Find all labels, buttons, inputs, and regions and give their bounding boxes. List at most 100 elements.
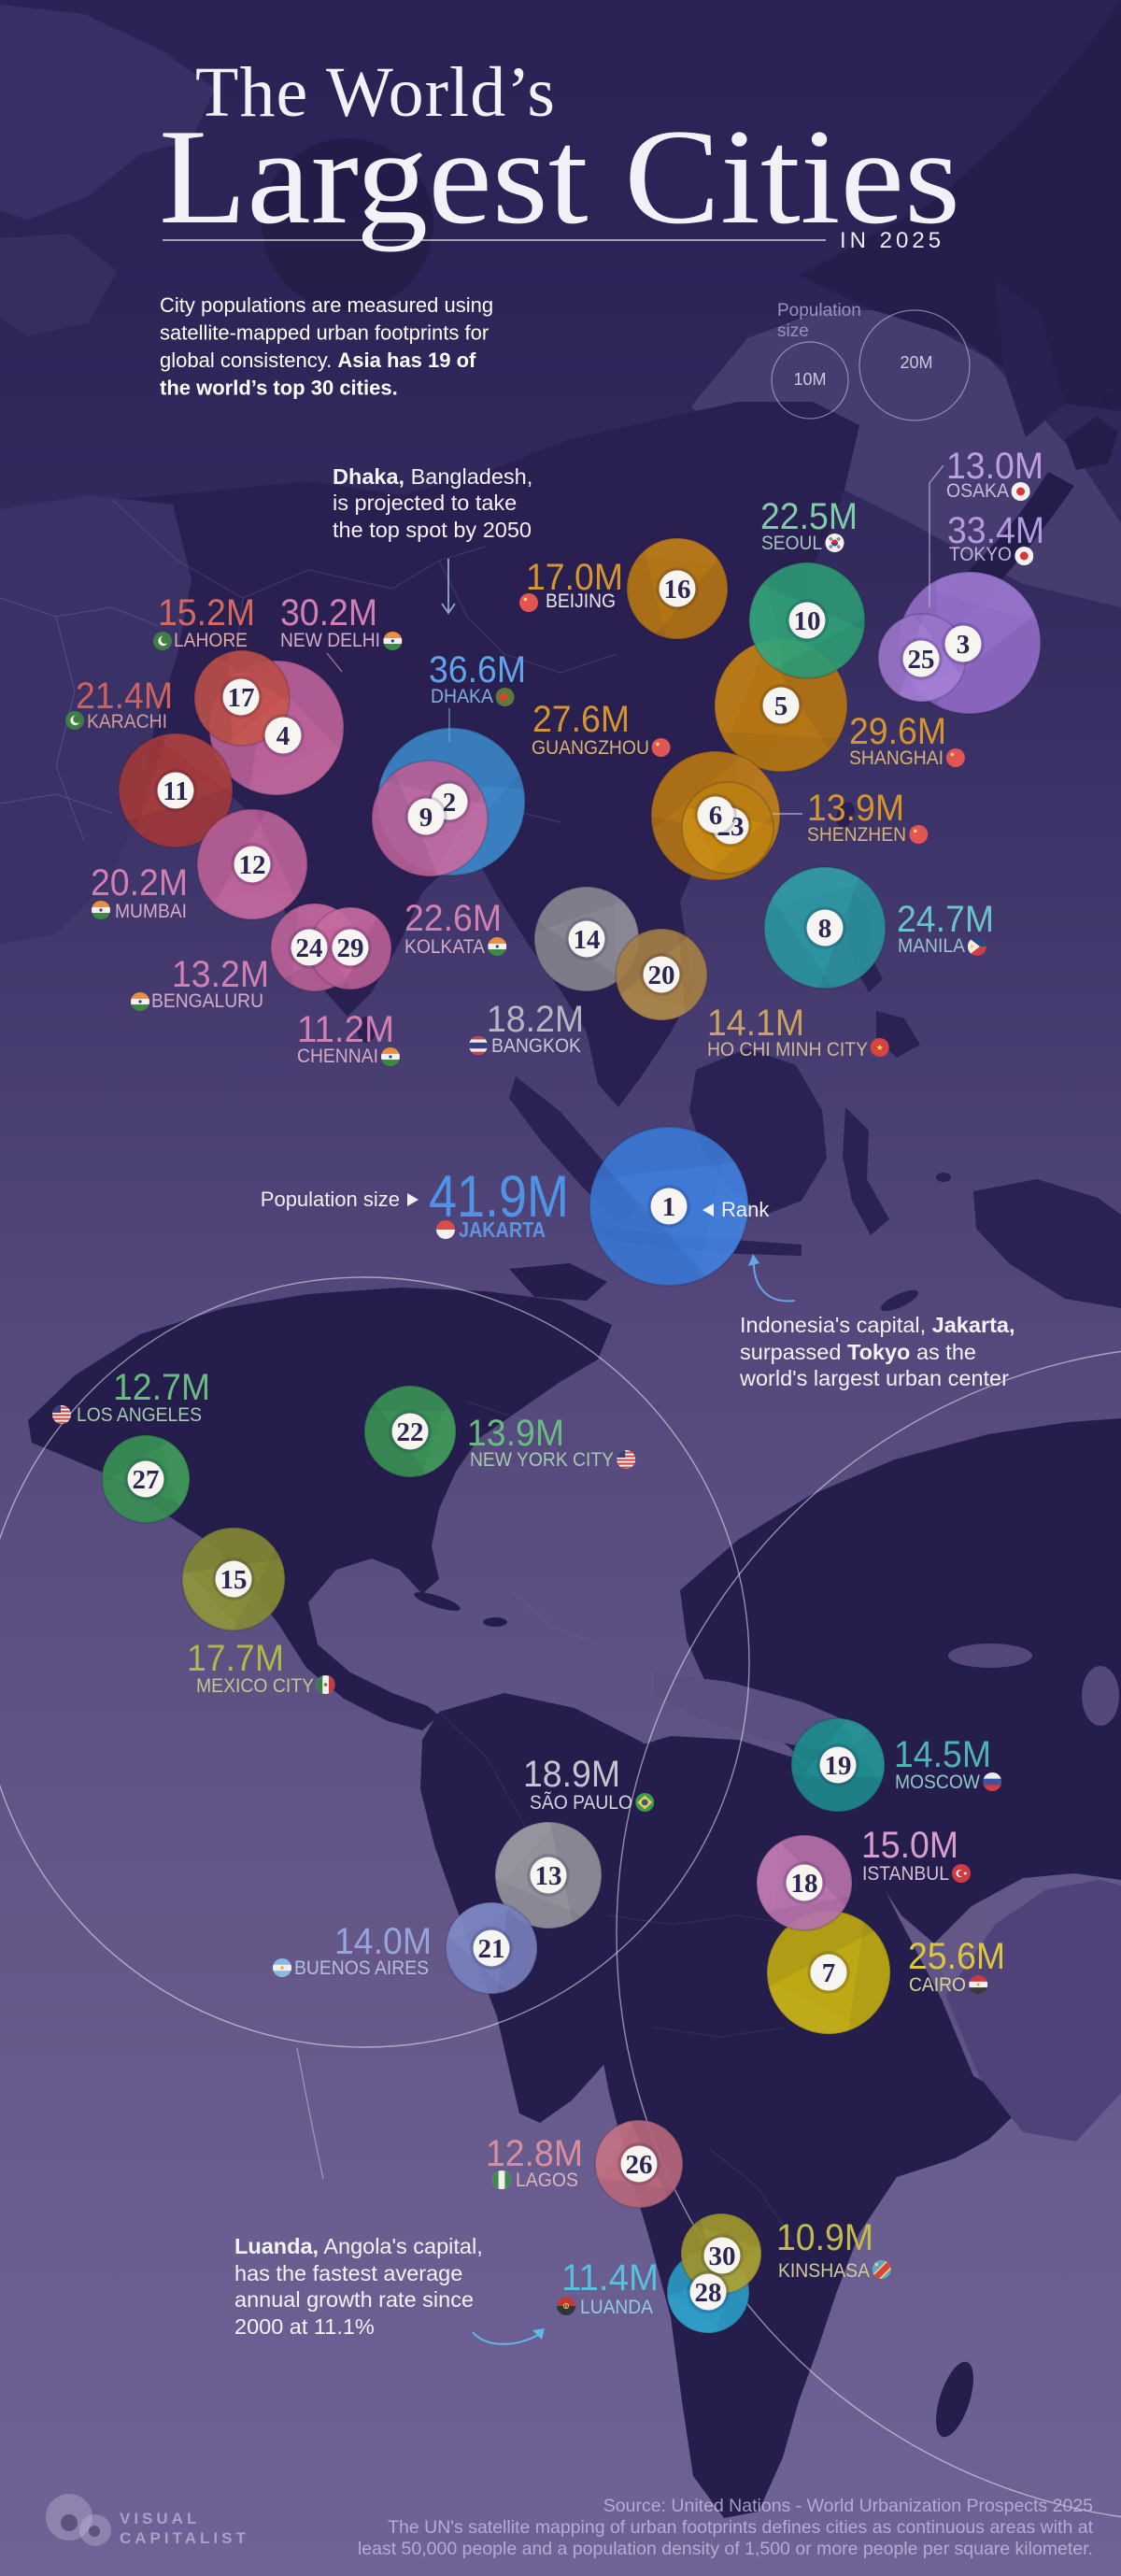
svg-text:BUENOS AIRES: BUENOS AIRES <box>294 1957 429 1979</box>
svg-text:6: 6 <box>709 801 723 831</box>
svg-text:16: 16 <box>664 575 691 605</box>
svg-text:14.5M: 14.5M <box>894 1734 991 1775</box>
svg-text:SÃO PAULO: SÃO PAULO <box>530 1791 632 1814</box>
svg-text:10.9M: 10.9M <box>776 2217 873 2258</box>
svg-text:24.7M: 24.7M <box>897 899 994 940</box>
svg-text:10M: 10M <box>793 370 826 389</box>
svg-text:5: 5 <box>774 691 788 721</box>
svg-text:18.2M: 18.2M <box>487 999 584 1040</box>
svg-text:21: 21 <box>478 1934 505 1964</box>
svg-text:19: 19 <box>825 1751 852 1781</box>
svg-text:CHENNAI: CHENNAI <box>297 1046 378 1067</box>
svg-text:Population: Population <box>777 301 861 320</box>
svg-text:15.2M: 15.2M <box>158 592 255 633</box>
svg-text:18.9M: 18.9M <box>523 1754 620 1795</box>
svg-text:NEW DELHI: NEW DELHI <box>280 630 380 651</box>
svg-text:CAPITALIST: CAPITALIST <box>120 2529 249 2547</box>
svg-text:30.2M: 30.2M <box>280 592 377 633</box>
svg-text:13.0M: 13.0M <box>946 446 1043 487</box>
svg-text:SHENZHEN: SHENZHEN <box>807 824 906 846</box>
svg-text:22: 22 <box>397 1417 424 1447</box>
svg-text:22.6M: 22.6M <box>404 898 502 939</box>
svg-text:MOSCOW: MOSCOW <box>895 1772 980 1793</box>
svg-text:4: 4 <box>277 721 291 751</box>
svg-text:30: 30 <box>709 2242 736 2271</box>
svg-text:is projected to take: is projected to take <box>333 491 517 515</box>
svg-text:13.9M: 13.9M <box>807 788 904 829</box>
svg-text:The World’s: The World’s <box>195 53 555 132</box>
svg-text:BEIJING: BEIJING <box>546 591 616 612</box>
svg-text:14.1M: 14.1M <box>707 1003 804 1044</box>
svg-text:24: 24 <box>296 933 323 963</box>
svg-text:29: 29 <box>337 933 364 963</box>
svg-text:21.4M: 21.4M <box>76 676 173 717</box>
svg-text:MANILA: MANILA <box>898 935 965 957</box>
svg-text:NEW YORK CITY: NEW YORK CITY <box>470 1449 614 1471</box>
svg-text:11: 11 <box>163 776 188 806</box>
svg-text:41.9M: 41.9M <box>429 1164 569 1230</box>
svg-text:33.4M: 33.4M <box>947 510 1044 551</box>
svg-text:satellite-mapped urban footpri: satellite-mapped urban footprints for <box>160 321 489 345</box>
svg-text:2: 2 <box>443 788 457 818</box>
svg-text:29.6M: 29.6M <box>849 711 946 752</box>
svg-text:27: 27 <box>133 1465 160 1495</box>
svg-text:22.5M: 22.5M <box>760 496 858 537</box>
svg-text:LUANDA: LUANDA <box>580 2297 653 2318</box>
svg-text:12.8M: 12.8M <box>486 2133 583 2174</box>
svg-text:12: 12 <box>239 850 266 880</box>
svg-text:13.9M: 13.9M <box>467 1413 564 1454</box>
svg-text:Rank: Rank <box>721 1198 770 1221</box>
svg-text:GUANGZHOU: GUANGZHOU <box>532 737 649 759</box>
svg-text:the world’s top 30 cities.: the world’s top 30 cities. <box>160 377 398 400</box>
svg-text:LAHORE: LAHORE <box>174 630 248 651</box>
svg-text:world's largest urban center: world's largest urban center <box>739 1366 1009 1390</box>
svg-text:The UN's satellite mapping of: The UN's satellite mapping of urban foot… <box>388 2517 1093 2538</box>
svg-text:14.0M: 14.0M <box>334 1921 432 1962</box>
svg-text:9: 9 <box>419 803 433 833</box>
svg-text:Indonesia's capital, Jakarta,: Indonesia's capital, Jakarta, <box>740 1313 1015 1337</box>
svg-text:VISUAL: VISUAL <box>120 2510 200 2527</box>
svg-text:Dhaka, Bangladesh,: Dhaka, Bangladesh, <box>333 464 532 489</box>
svg-text:MEXICO CITY: MEXICO CITY <box>196 1675 314 1697</box>
svg-text:11.4M: 11.4M <box>561 2257 659 2298</box>
svg-text:Population size: Population size <box>261 1188 400 1211</box>
svg-text:15.0M: 15.0M <box>861 1825 958 1866</box>
svg-text:8: 8 <box>818 914 832 944</box>
svg-text:17: 17 <box>228 683 255 713</box>
svg-text:1: 1 <box>662 1192 676 1222</box>
svg-text:Largest Cities: Largest Cities <box>159 101 960 252</box>
svg-text:25.6M: 25.6M <box>908 1936 1005 1977</box>
svg-text:HO CHI MINH CITY: HO CHI MINH CITY <box>707 1039 868 1060</box>
svg-text:annual growth rate since: annual growth rate since <box>234 2287 474 2312</box>
svg-text:2000 at 11.1%: 2000 at 11.1% <box>234 2314 375 2339</box>
svg-text:18: 18 <box>791 1869 818 1899</box>
svg-text:the top spot by 2050: the top spot by 2050 <box>333 518 532 542</box>
svg-text:ISTANBUL: ISTANBUL <box>862 1863 949 1885</box>
svg-text:25: 25 <box>908 645 935 675</box>
svg-text:size: size <box>777 321 809 341</box>
svg-text:LOS ANGELES: LOS ANGELES <box>77 1404 202 1426</box>
svg-text:10: 10 <box>794 606 821 636</box>
svg-text:17.7M: 17.7M <box>187 1638 284 1679</box>
svg-text:28: 28 <box>695 2278 722 2308</box>
svg-text:20.2M: 20.2M <box>91 862 188 904</box>
svg-text:least 50,000 people and a popu: least 50,000 people and a population den… <box>358 2539 1093 2559</box>
svg-text:15: 15 <box>220 1565 248 1595</box>
svg-text:20M: 20M <box>900 353 932 372</box>
svg-text:7: 7 <box>822 1958 836 1988</box>
svg-text:14: 14 <box>574 925 601 955</box>
svg-text:3: 3 <box>957 630 971 660</box>
svg-text:OSAKA: OSAKA <box>946 480 1009 502</box>
svg-text:DHAKA: DHAKA <box>431 686 493 707</box>
svg-text:13.2M: 13.2M <box>172 954 269 995</box>
svg-text:KINSHASA: KINSHASA <box>778 2260 870 2282</box>
svg-text:27.6M: 27.6M <box>532 699 630 740</box>
svg-text:Source: United Nations - World: Source: United Nations - World Urbanizat… <box>603 2496 1093 2516</box>
svg-text:11.2M: 11.2M <box>297 1009 394 1050</box>
svg-text:SHANGHAI: SHANGHAI <box>849 747 944 769</box>
svg-text:CAIRO: CAIRO <box>909 1974 966 1996</box>
svg-text:LAGOS: LAGOS <box>516 2170 578 2191</box>
svg-text:17.0M: 17.0M <box>526 557 623 598</box>
svg-text:City populations are measured: City populations are measured using <box>160 293 493 317</box>
svg-text:SEOUL: SEOUL <box>761 533 822 554</box>
